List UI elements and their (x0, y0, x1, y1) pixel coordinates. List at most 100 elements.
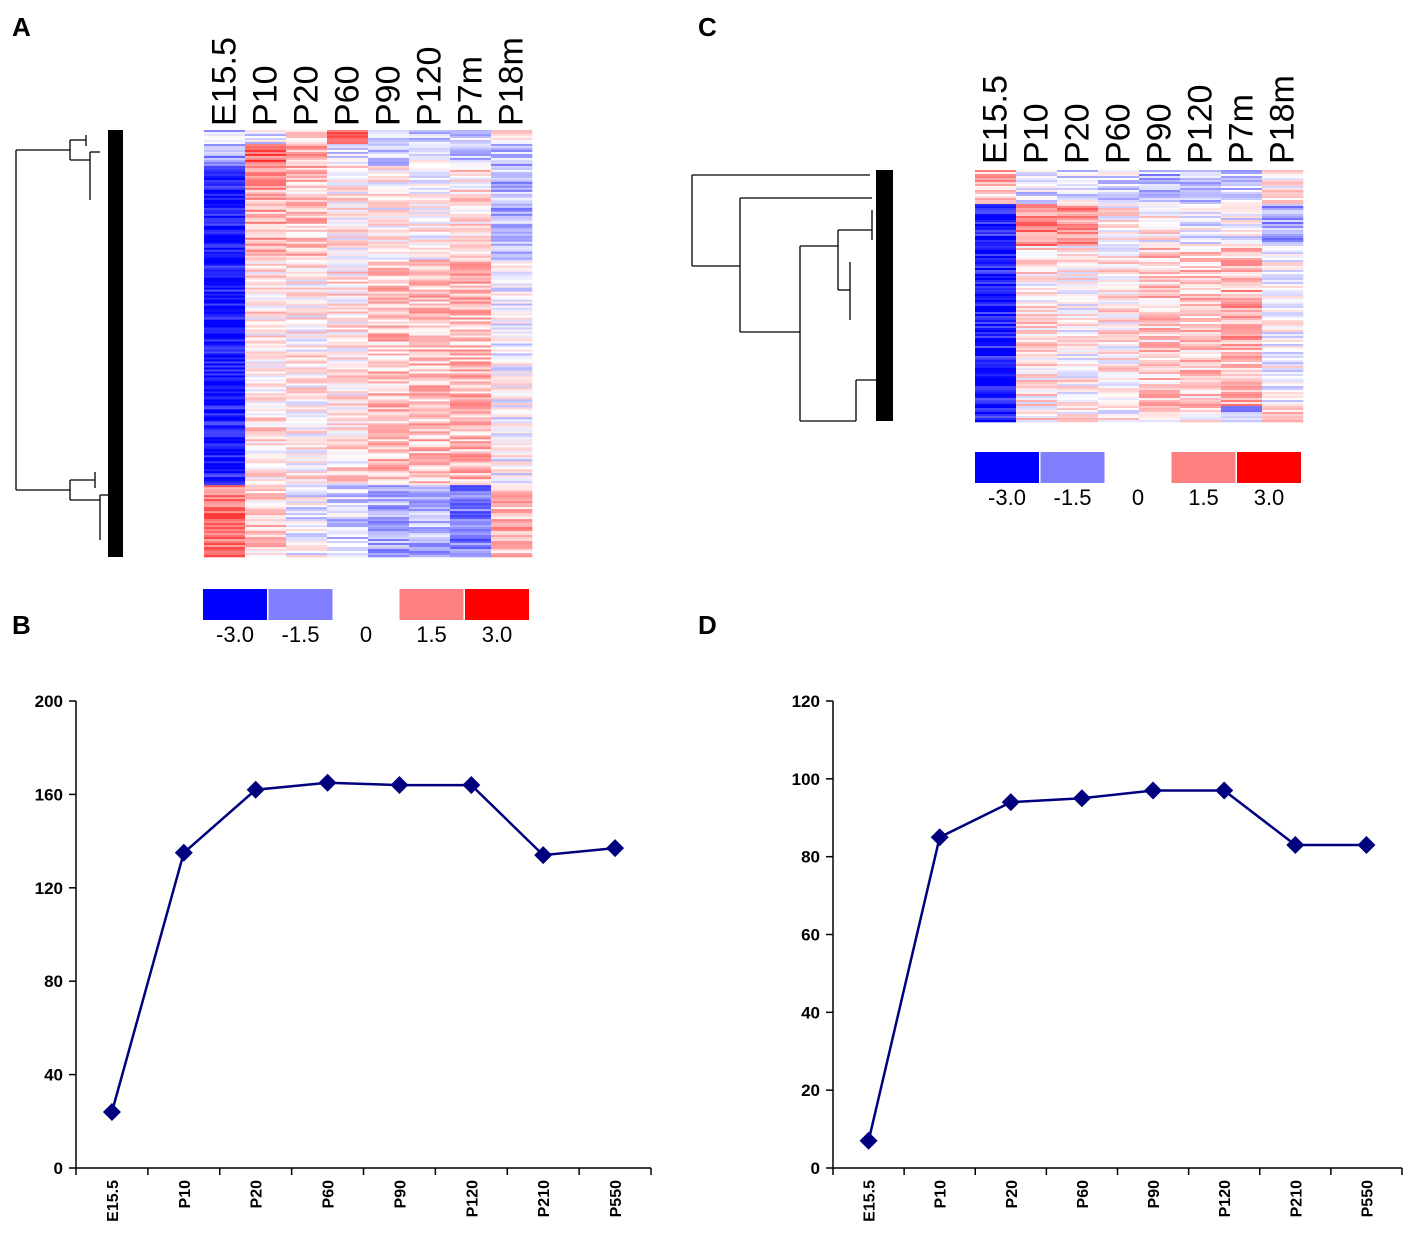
heatmap-cell (286, 455, 328, 458)
heatmap-cell (368, 365, 410, 368)
heatmap-cell (327, 537, 369, 540)
heatmap-cell (450, 313, 492, 316)
heatmap-cell (975, 418, 1017, 421)
heatmap-cell (245, 519, 287, 522)
heatmap-cell (245, 515, 287, 518)
heatmap-cell (1262, 210, 1304, 213)
heatmap-cell (1180, 290, 1222, 293)
heatmap-cell (1016, 394, 1058, 397)
heatmap-cell (286, 145, 328, 149)
heatmap-cell (491, 453, 533, 456)
heatmap-cell (286, 271, 328, 274)
heatmap-cell (1262, 298, 1304, 301)
heatmap-cell (491, 503, 533, 506)
heatmap-cell (368, 473, 410, 476)
heatmap-cell (1221, 408, 1263, 411)
heatmap-cell (245, 421, 287, 424)
heatmap-cell (1016, 352, 1058, 355)
heatmap-cell (1180, 238, 1222, 241)
heatmap-cell (1221, 320, 1263, 323)
heatmap-cell (1057, 250, 1099, 253)
heatmap-cell (975, 192, 1017, 195)
heatmap-cell (491, 405, 533, 408)
heatmap-cell (245, 319, 287, 322)
heatmap-cell (975, 260, 1017, 263)
heatmap-cell (1221, 344, 1263, 347)
heatmap-cell (1016, 208, 1058, 211)
heatmap-cell (409, 145, 451, 149)
heatmap-cell (975, 322, 1017, 325)
heatmap-cell (286, 231, 328, 235)
heatmap-cell (245, 265, 287, 268)
heatmap-cell (245, 135, 287, 139)
y-tick-label: 80 (44, 972, 63, 991)
heatmap-cell (368, 551, 410, 554)
heatmap-cell (327, 445, 369, 448)
heatmap-cell (1180, 338, 1222, 341)
heatmap-cell (1098, 404, 1140, 407)
heatmap-cell (204, 189, 246, 193)
heatmap-cell (1057, 232, 1099, 235)
heatmap-cell (409, 191, 451, 195)
heatmap-cell (975, 392, 1017, 395)
heatmap-cell (491, 497, 533, 500)
heatmap-cell (245, 130, 287, 133)
heatmap-cell (1262, 420, 1304, 423)
heatmap-cell (327, 363, 369, 366)
heatmap-cell (1180, 386, 1222, 389)
heatmap-cell (327, 191, 369, 195)
heatmap-cell (409, 253, 451, 257)
heatmap-cell (1016, 316, 1058, 319)
heatmap-cell (286, 539, 328, 542)
heatmap-cell (368, 173, 410, 177)
heatmap-cell (1180, 322, 1222, 325)
heatmap-cell (204, 221, 246, 225)
heatmap-cell (204, 297, 246, 300)
heatmap-cell (491, 487, 533, 490)
heatmap-cell (286, 239, 328, 243)
heatmap-cell (245, 141, 287, 145)
heatmap-cell (491, 541, 533, 544)
heatmap-cell (327, 471, 369, 474)
heatmap-cell (491, 299, 533, 302)
heatmap-cell (975, 386, 1017, 389)
heatmap-cell (1180, 368, 1222, 371)
heatmap-cell (1180, 234, 1222, 237)
heatmap-cell (286, 395, 328, 398)
heatmap-cell (1262, 278, 1304, 281)
heatmap-cell (286, 315, 328, 318)
heatmap-cell (491, 307, 533, 310)
heatmap-cell (1180, 384, 1222, 387)
heatmap-cell (1016, 286, 1058, 289)
heatmap-cell (327, 517, 369, 520)
heatmap-cell (1098, 208, 1140, 211)
heatmap-cell (1139, 374, 1181, 377)
heatmap-cell (1139, 184, 1181, 187)
heatmap-cell (409, 153, 451, 157)
heatmap-cell (975, 328, 1017, 331)
heatmap-cell (368, 553, 410, 556)
heatmap-cell (204, 329, 246, 332)
heatmap-cell (1139, 174, 1181, 177)
heatmap-cell (1016, 252, 1058, 255)
heatmap-cell (204, 523, 246, 526)
heatmap-cell (368, 167, 410, 171)
heatmap-cell (1221, 244, 1263, 247)
heatmap-cell (327, 455, 369, 458)
heatmap-cell (1139, 320, 1181, 323)
heatmap-cell (1098, 256, 1140, 259)
heatmap-cell (1139, 300, 1181, 303)
heatmap-cell (1262, 414, 1304, 417)
heatmap-cell (368, 237, 410, 241)
heatmap-cell (327, 177, 369, 181)
heatmap-cell (327, 475, 369, 478)
heatmap-cell (1139, 240, 1181, 243)
heatmap-cell (450, 465, 492, 468)
heatmap-cell (286, 507, 328, 510)
heatmap-cell (368, 213, 410, 217)
panel-label-d: D (698, 610, 717, 640)
heatmap-cell (491, 185, 533, 189)
heatmap-cell (409, 263, 451, 266)
heatmap-cell (1221, 288, 1263, 291)
heatmap-cell (1098, 198, 1140, 201)
